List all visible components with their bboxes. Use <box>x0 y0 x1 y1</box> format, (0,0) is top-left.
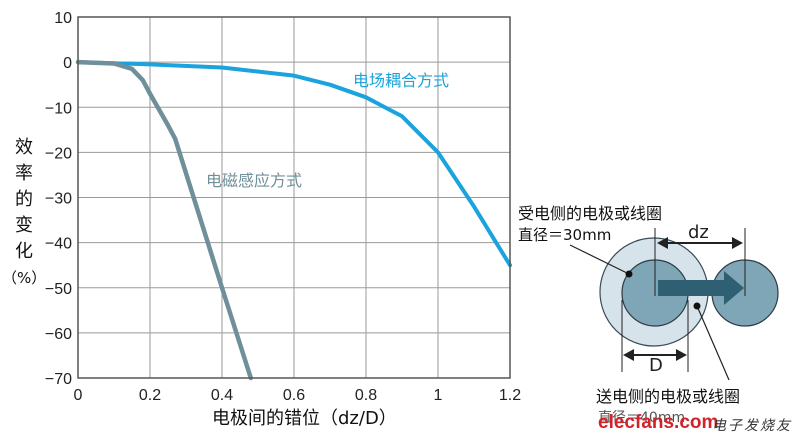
series-layer <box>75 59 512 381</box>
y-tick-label: −10 <box>45 100 72 117</box>
shift-arrow-icon <box>658 271 744 305</box>
transmitter-diameter: 直径＝40mm <box>598 410 686 426</box>
receiver-label: 受电侧的电极或线圈 <box>518 204 663 223</box>
y-tick-label: 0 <box>63 55 72 72</box>
y-tick-label: −30 <box>45 191 72 208</box>
y-tick-label: −40 <box>45 236 72 253</box>
y-axis-title-char: （%） <box>2 269 47 287</box>
x-tick-label: 0.4 <box>211 387 233 404</box>
dz-arrowhead-right <box>732 237 743 249</box>
y-axis-title-char: 变 <box>15 215 33 236</box>
y-axis-title-char: 效 <box>15 137 33 158</box>
receiver-leader-dot <box>625 270 633 278</box>
plot-frame <box>77 16 511 379</box>
y-tick-label: −20 <box>45 145 72 162</box>
dz-label: dz <box>688 222 709 243</box>
transmitter-label: 送电侧的电极或线圈 <box>596 387 741 406</box>
dz-arrowhead-left <box>657 237 668 249</box>
watermark-brand: elecfans.com <box>598 412 719 433</box>
d-label: D <box>649 355 663 376</box>
x-tick-label: 1.2 <box>499 387 521 404</box>
axes: 0 0.2 0.4 0.6 0.8 1 1.2 10 0 −10 −20 −30 −40 −50 −60 −7… <box>45 10 521 404</box>
legend-electric-field: 电场耦合方式 <box>353 71 450 90</box>
x-tick-label: 0 <box>74 387 83 404</box>
d-arrowhead-right <box>676 349 687 361</box>
series-magnetic-induction-line <box>75 59 254 381</box>
y-axis-title-char: 的 <box>15 189 33 210</box>
transmitter-leader-line <box>696 305 730 381</box>
watermark-cn: 电子发烧友 <box>712 418 792 434</box>
receiver-diameter: 直径＝30mm <box>518 226 612 244</box>
x-tick-label: 0.8 <box>355 387 377 404</box>
receiver-leader-line <box>569 244 630 275</box>
y-tick-label: −70 <box>45 371 72 388</box>
legend-magnetic-induction: 电磁感应方式 <box>206 171 303 190</box>
x-tick-label: 0.6 <box>283 387 305 404</box>
d-arrowhead-left <box>623 349 634 361</box>
x-axis-title: 电极间的错位（dz/D） <box>212 408 397 429</box>
transmitter-leader-dot <box>693 302 701 310</box>
x-tick-label: 1 <box>434 387 443 404</box>
y-axis-title-char: 化 <box>15 241 33 262</box>
y-tick-label: −50 <box>45 281 72 298</box>
series-electric-field-line <box>76 60 512 268</box>
y-tick-label: 10 <box>54 10 72 27</box>
y-tick-label: −60 <box>45 326 72 343</box>
y-axis-title-char: 率 <box>15 163 33 184</box>
offset-diagram <box>569 228 779 381</box>
x-tick-label: 0.2 <box>139 387 161 404</box>
y-axis-title: 效率的变化 （%） <box>2 135 46 291</box>
